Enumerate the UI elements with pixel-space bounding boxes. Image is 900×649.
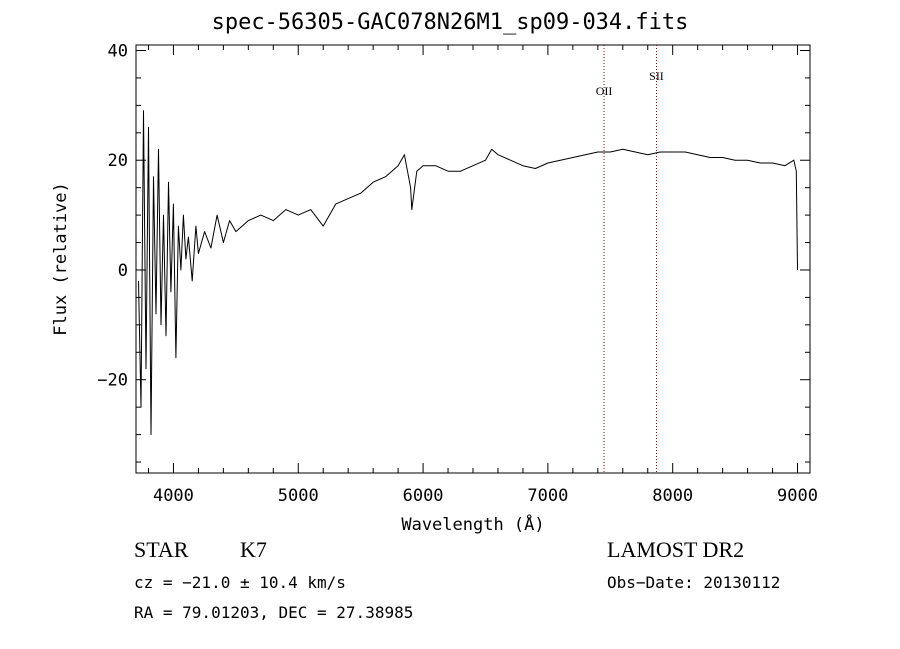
plot-frame — [135, 44, 811, 474]
emission-line-label: SII — [649, 69, 664, 83]
x-axis-label: Wavelength (Å) — [401, 513, 544, 535]
x-tick-label: 9000 — [777, 486, 818, 506]
y-tick-label: −20 — [97, 371, 128, 391]
x-tick-label: 4000 — [153, 486, 194, 506]
spectrum-marks — [138, 45, 798, 473]
axis-labels: 4000 5000 6000 7000 8000 9000 −20 0 20 40 Waveleng… — [51, 41, 818, 535]
plot-axes — [135, 44, 811, 474]
subclass-label: K7 — [240, 537, 267, 562]
y-axis-label: Flux (relative) — [51, 182, 71, 336]
x-tick-label: 6000 — [403, 486, 444, 506]
obs-date-text: Obs−Date: 20130112 — [607, 573, 781, 592]
redshift-text: cz = −21.0 ± 10.4 km/s — [134, 573, 346, 592]
y-tick-label: 40 — [108, 41, 128, 61]
x-tick-label: 7000 — [527, 486, 568, 506]
spectrum-line — [138, 110, 798, 436]
y-tick-label: 20 — [108, 151, 128, 171]
class-label: STAR — [134, 537, 189, 562]
y-tick-label: 0 — [118, 261, 128, 281]
chart-title: spec-56305-GAC078N26M1_sp09-034.fits — [211, 10, 689, 35]
x-tick-label: 8000 — [652, 486, 693, 506]
survey-label: LAMOST DR2 — [607, 537, 745, 562]
emission-line-label: OII — [596, 84, 613, 98]
x-tick-label: 5000 — [278, 486, 319, 506]
coords-text: RA = 79.01203, DEC = 27.38985 — [134, 603, 414, 622]
